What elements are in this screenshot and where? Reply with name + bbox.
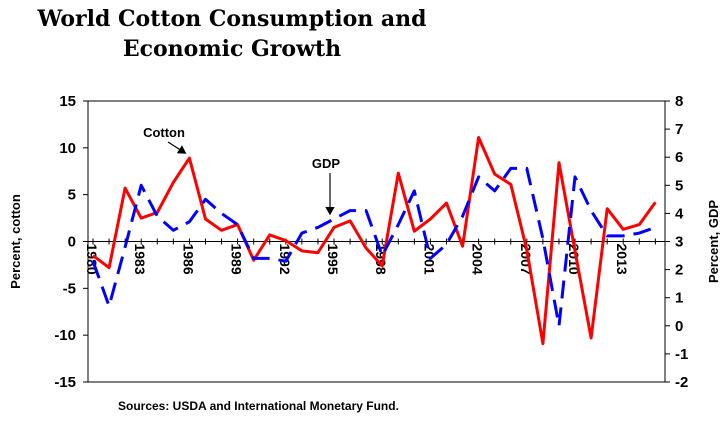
y-right-tick-label: 3 [675, 234, 683, 251]
x-tick-label: 2013 [614, 244, 630, 275]
y-right-tick-label: 7 [675, 121, 683, 138]
x-tick-label: 1989 [229, 244, 245, 275]
x-tick-label: 1986 [180, 244, 196, 275]
x-tick-label: 1983 [132, 244, 148, 275]
x-tick-label: 1995 [325, 244, 341, 275]
x-tick-label: 1992 [277, 244, 293, 275]
y-left-axis-label: Percent, cotton [8, 194, 23, 289]
annotation-gdp-label: GDP [312, 156, 341, 171]
y-right-tick-label: 6 [675, 149, 683, 166]
y-right-tick-label: 0 [675, 318, 683, 335]
y-right-tick-label: 8 [675, 93, 683, 110]
y-left-tick-label: 10 [59, 140, 76, 157]
y-right-tick-label: 5 [675, 177, 683, 194]
chart-title-line1: World Cotton Consumption and [37, 6, 427, 32]
y-right-tick-label: 1 [675, 290, 683, 307]
source-note: Sources: USDA and International Monetary… [118, 399, 399, 413]
y-left-tick-label: -15 [54, 374, 76, 391]
annotation-cotton-arrow [167, 141, 187, 154]
y-right-tick-label: 2 [675, 262, 683, 279]
y-right-tick-label: -1 [675, 346, 688, 363]
x-tick-label: 2004 [470, 244, 486, 275]
chart-title-line2: Economic Growth [122, 36, 342, 62]
y-left-tick-label: -10 [54, 327, 76, 344]
y-left-tick-label: 5 [68, 187, 76, 204]
y-left-tick-label: 15 [59, 93, 76, 110]
y-right-axis-label: Percent, GDP [706, 200, 721, 283]
chart-title: World Cotton Consumption and Economic Gr… [0, 4, 464, 64]
series-line-cotton [92, 136, 657, 346]
y-left-tick-label: 0 [68, 234, 76, 251]
y-left-tick-label: -5 [63, 280, 76, 297]
y-right-tick-label: -2 [675, 374, 688, 391]
y-right-tick-label: 4 [675, 205, 684, 222]
annotation-cotton-label: Cotton [143, 125, 185, 140]
series-line-gdp [91, 166, 656, 328]
